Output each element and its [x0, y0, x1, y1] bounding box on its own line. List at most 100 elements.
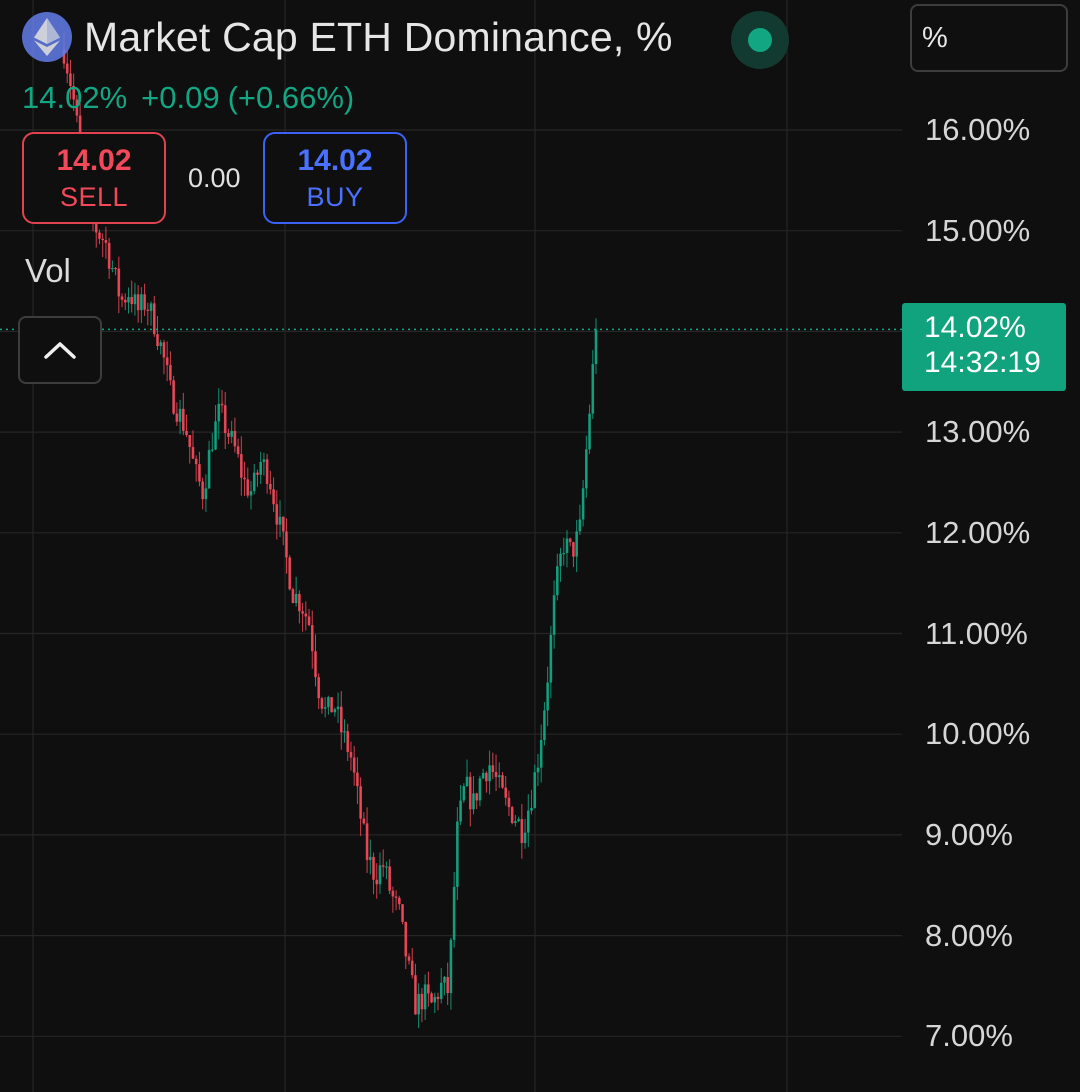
candle-body	[539, 740, 543, 768]
candle-body	[501, 775, 504, 788]
candle-body	[339, 706, 343, 733]
candle-body	[530, 807, 533, 811]
candle-body	[98, 232, 101, 239]
candle-body	[349, 751, 353, 758]
candle-body	[562, 552, 566, 555]
candle-body	[191, 447, 195, 459]
candle-body	[143, 294, 146, 310]
candle-body	[249, 491, 253, 496]
unit-selector[interactable]: %	[910, 4, 1068, 72]
candle-body	[204, 488, 208, 500]
live-status-icon	[731, 11, 789, 69]
candle-body	[546, 682, 549, 711]
candle-body	[240, 454, 243, 478]
candle-body	[362, 818, 366, 824]
candle-body	[233, 430, 237, 447]
sell-price: 14.02	[56, 144, 132, 177]
candle-body	[223, 405, 227, 434]
candle-body	[372, 856, 375, 880]
candle-body	[556, 566, 559, 596]
candle-body	[588, 413, 591, 450]
candle-body	[252, 472, 256, 492]
candle-body	[497, 775, 501, 778]
last-price-tag-value: 14.02%	[924, 311, 1026, 344]
symbol-title[interactable]: Market Cap ETH Dominance, %	[84, 13, 673, 60]
candle-body	[320, 698, 324, 709]
y-axis-tick-label: 8.00%	[925, 917, 1013, 953]
candle-body	[78, 115, 82, 143]
candle-body	[394, 896, 398, 898]
candle-body	[159, 342, 163, 347]
candle-body	[459, 800, 462, 822]
chevron-up-icon	[44, 342, 76, 359]
y-axis-tick-label: 15.00%	[925, 212, 1031, 248]
volume-indicator-label[interactable]: Vol	[25, 252, 71, 289]
candle-body	[165, 357, 169, 366]
candle-body	[523, 832, 527, 844]
candle-body	[214, 421, 217, 450]
candle-body	[72, 85, 75, 100]
candle-body	[343, 731, 346, 733]
candle-body	[236, 446, 240, 455]
candle-body	[281, 516, 285, 532]
candle-body	[430, 993, 433, 1003]
quote-summary: 14.02% +0.09 (+0.66%)	[22, 80, 368, 116]
candle-body	[494, 772, 498, 778]
candle-body	[227, 433, 230, 437]
live-status-dot	[748, 28, 772, 52]
candle-body	[123, 299, 127, 303]
candle-body	[446, 976, 449, 994]
candle-body	[65, 63, 69, 74]
candle-body	[404, 921, 408, 957]
last-price: 14.02%	[22, 80, 128, 115]
y-axis-tick-label: 11.00%	[925, 615, 1028, 651]
candle-body	[365, 823, 369, 861]
candle-body	[175, 413, 179, 422]
candle-body	[388, 866, 391, 891]
y-axis-tick-label: 13.00%	[925, 414, 1031, 450]
candle-body	[398, 897, 401, 905]
candle-body	[401, 904, 404, 922]
candle-body	[520, 819, 524, 844]
candle-body	[172, 380, 175, 414]
ethereum-icon	[22, 12, 72, 62]
candle-body	[581, 488, 585, 520]
candle-body	[207, 449, 211, 489]
candle-body	[478, 778, 482, 801]
candle-body	[201, 481, 204, 500]
sell-button[interactable]: 14.02 SELL	[22, 132, 166, 224]
candle-body	[385, 866, 388, 868]
candle-body	[211, 449, 214, 451]
candle-body	[420, 993, 424, 1010]
candle-body	[414, 975, 417, 1015]
y-axis-tick-label: 16.00%	[925, 112, 1031, 147]
collapse-indicators-button[interactable]	[18, 316, 102, 384]
candle-body	[468, 776, 472, 810]
buy-button[interactable]: 14.02 BUY	[263, 132, 407, 224]
candle-body	[543, 710, 546, 741]
candle-body	[146, 309, 150, 311]
candle-body	[356, 772, 359, 787]
candle-body	[330, 697, 333, 713]
candle-body	[591, 364, 595, 414]
candle-body	[117, 268, 121, 297]
candle-body	[417, 993, 420, 1015]
candle-body	[178, 408, 182, 422]
buy-label: BUY	[306, 182, 364, 212]
candle-body	[433, 996, 437, 1003]
candle-body	[491, 765, 495, 773]
candle-body	[507, 797, 511, 808]
candle-body	[298, 593, 301, 612]
candle-body	[514, 821, 517, 823]
candle-body	[111, 267, 114, 270]
candle-body	[69, 73, 72, 86]
buy-price: 14.02	[297, 144, 373, 177]
candle-body	[456, 821, 459, 887]
candle-body	[575, 531, 578, 557]
sell-label: SELL	[59, 182, 129, 212]
candle-body	[327, 697, 330, 708]
candle-body	[259, 462, 262, 475]
candle-body	[75, 99, 79, 116]
candle-body	[198, 464, 201, 482]
candle-body	[510, 807, 514, 823]
